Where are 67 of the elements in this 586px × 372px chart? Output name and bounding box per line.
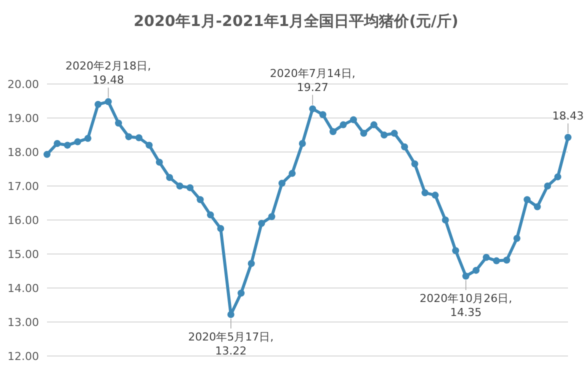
point	[227, 311, 234, 318]
point	[340, 121, 347, 128]
point	[309, 105, 316, 112]
point	[288, 170, 296, 177]
point	[442, 216, 449, 224]
y-tick-label: 18.00	[8, 146, 39, 159]
point	[360, 130, 368, 137]
y-tick-label: 15.00	[8, 248, 39, 261]
point	[370, 121, 378, 128]
point	[64, 142, 71, 149]
point	[258, 220, 266, 227]
point	[411, 160, 418, 168]
point	[115, 120, 122, 127]
annotation: 2020年2月18日, 19.48	[66, 60, 152, 87]
point	[238, 290, 245, 297]
point	[452, 247, 460, 254]
point	[482, 254, 490, 261]
point	[513, 234, 520, 242]
y-tick-label: 13.00	[8, 316, 39, 329]
y-tick-label: 16.00	[8, 214, 39, 227]
point	[503, 256, 510, 264]
point	[492, 257, 500, 264]
point	[298, 140, 306, 147]
point	[554, 173, 562, 180]
chart-title: 2020年1月-2021年1月全国日平均猪价(元/斤)	[132, 12, 460, 31]
point	[156, 158, 163, 166]
annotation: 2020年5月17日, 13.22	[188, 330, 274, 358]
point	[186, 184, 194, 192]
point	[74, 138, 82, 146]
annotation: 2020年7月14日, 19.27	[270, 66, 356, 94]
point	[278, 180, 286, 187]
point	[196, 196, 204, 204]
y-tick-label: 12.00	[8, 350, 39, 363]
point	[390, 130, 398, 137]
point	[524, 196, 531, 204]
point	[146, 142, 153, 149]
y-tick-label: 19.00	[8, 112, 39, 125]
point	[206, 211, 214, 218]
point	[472, 266, 480, 274]
point	[380, 132, 388, 138]
y-tick-label: 20.00	[8, 78, 39, 91]
point	[432, 192, 439, 199]
point	[104, 98, 112, 106]
point	[84, 134, 92, 142]
y-tick-label: 17.00	[8, 180, 39, 193]
point	[125, 133, 132, 140]
point	[54, 140, 61, 147]
point	[135, 134, 142, 142]
annotation: 2020年10月26日, 14.35	[420, 292, 512, 320]
point	[462, 272, 470, 280]
point	[421, 189, 428, 196]
point	[94, 100, 102, 108]
point	[544, 182, 552, 190]
annotation: 18.43	[552, 109, 584, 122]
point	[330, 128, 337, 136]
point	[217, 225, 224, 232]
y-tick-label: 14.00	[8, 282, 39, 295]
point	[401, 143, 408, 150]
point	[176, 182, 184, 190]
point	[166, 174, 174, 181]
point	[564, 134, 572, 141]
point	[534, 203, 541, 210]
point	[44, 150, 50, 158]
point	[319, 111, 326, 118]
point	[248, 260, 255, 268]
point	[350, 116, 357, 124]
point	[268, 213, 276, 220]
